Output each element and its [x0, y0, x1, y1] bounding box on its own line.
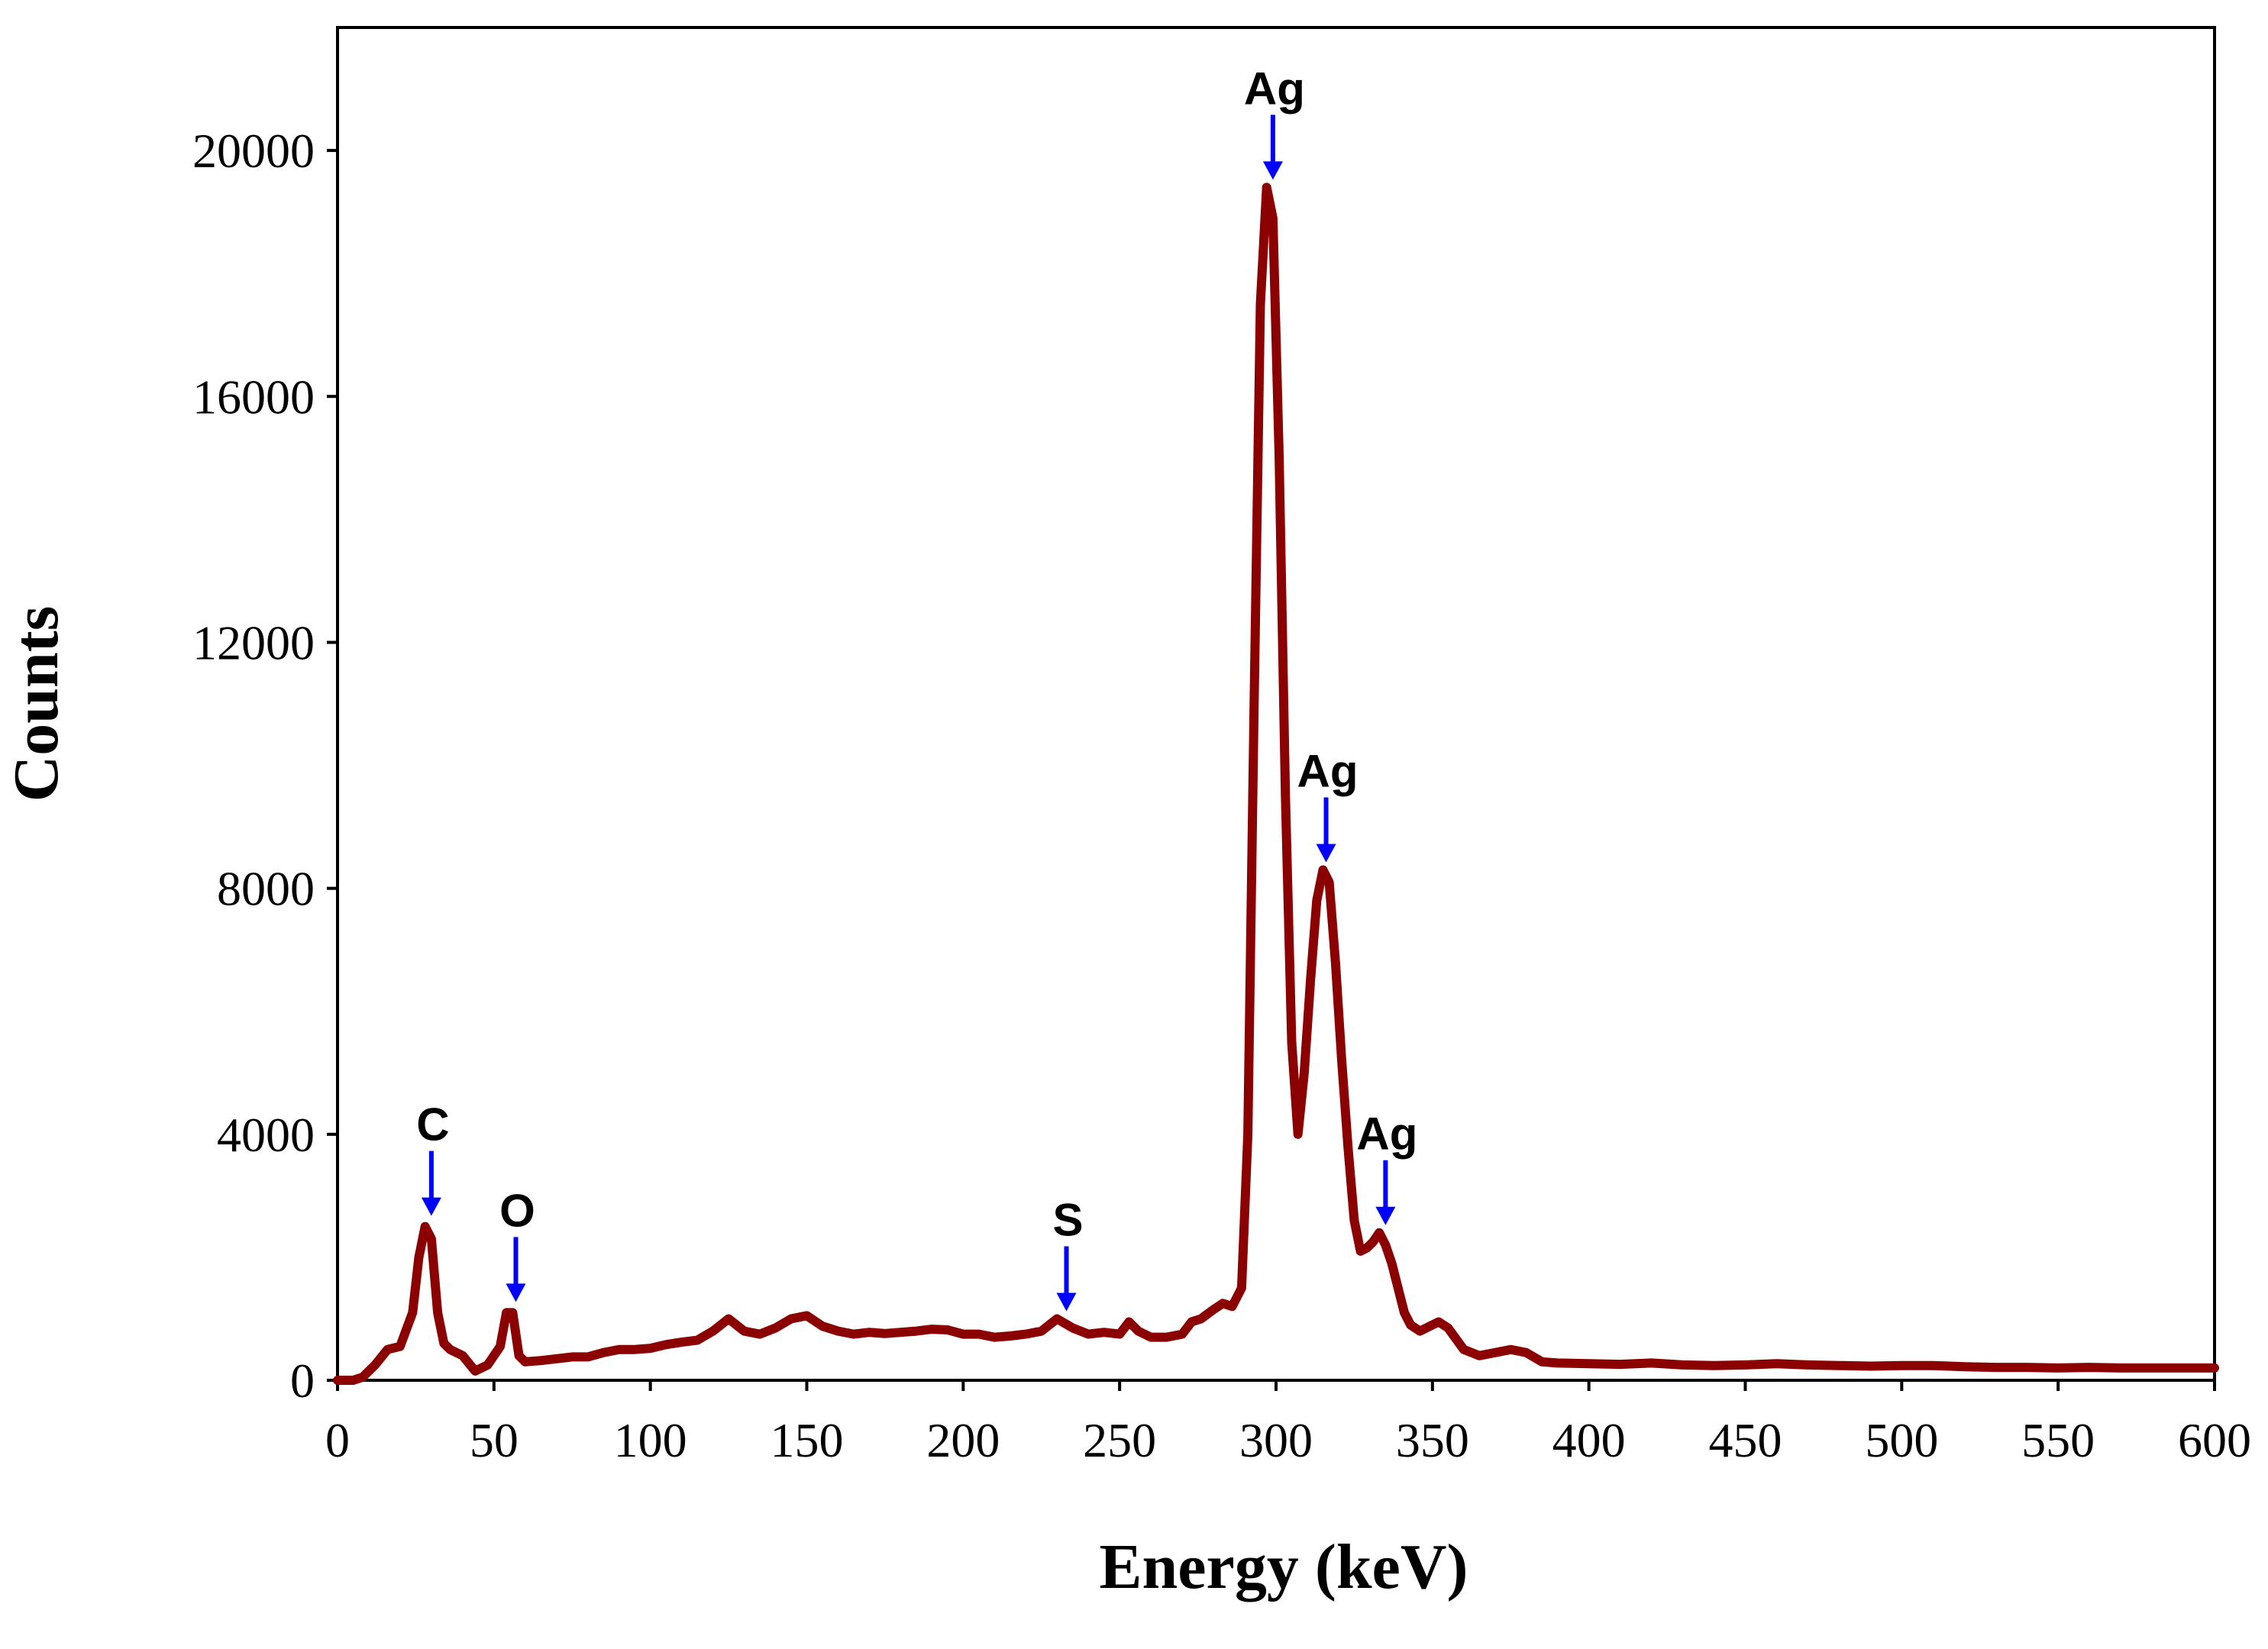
y-tick-label: 20000 [192, 124, 315, 178]
arrow-head [1316, 844, 1336, 863]
y-tick-label: 4000 [217, 1108, 315, 1162]
peak-label: Ag [1356, 1108, 1417, 1160]
x-axis-title: Energy (keV) [1100, 1531, 1468, 1602]
x-axis-ticks: 0 50 100 150 200 250 300 350 400 450 500 550 600 [325, 1380, 2251, 1467]
arrow-head [506, 1283, 526, 1302]
x-tick-label: 100 [614, 1413, 687, 1467]
x-tick-label: 500 [1865, 1413, 1938, 1467]
peak-annotation: S [1053, 1194, 1084, 1312]
x-tick-label: 200 [926, 1413, 1000, 1467]
y-tick-label: 8000 [217, 862, 315, 916]
x-tick-label: 250 [1083, 1413, 1156, 1467]
x-tick-label: 550 [2021, 1413, 2095, 1467]
x-tick-label: 350 [1396, 1413, 1469, 1467]
y-tick-label: 12000 [192, 615, 315, 670]
x-tick-label: 300 [1239, 1413, 1313, 1467]
arrow-head [1056, 1292, 1077, 1312]
x-tick-label: 400 [1552, 1413, 1626, 1467]
y-axis-title: Counts [1, 606, 72, 802]
peak-annotation: Ag [1297, 745, 1359, 863]
x-tick-label: 600 [2178, 1413, 2251, 1467]
peak-label: C [416, 1099, 449, 1150]
arrow-head [421, 1197, 441, 1216]
y-axis-ticks: 0 4000 8000 12000 16000 20000 [192, 124, 338, 1408]
x-tick-label: 50 [470, 1413, 519, 1467]
arrow-head [1262, 161, 1283, 180]
x-tick-label: 150 [771, 1413, 844, 1467]
peak-annotation: O [499, 1185, 535, 1302]
peak-label: Ag [1244, 63, 1305, 114]
spectrum-line [333, 182, 2219, 1385]
arrow-head [1375, 1206, 1396, 1225]
x-tick-label: 0 [325, 1413, 350, 1467]
peak-annotation: Ag [1356, 1108, 1417, 1225]
peak-label: O [499, 1185, 535, 1236]
x-tick-label: 450 [1709, 1413, 1782, 1467]
peak-annotation: Ag [1244, 63, 1305, 180]
y-tick-label: 0 [290, 1354, 315, 1408]
y-tick-label: 16000 [192, 369, 315, 424]
peak-annotation: C [416, 1099, 450, 1216]
series-layer [333, 182, 2219, 1385]
peak-label: Ag [1297, 745, 1359, 796]
peak-label: S [1053, 1194, 1084, 1245]
annotation-layer: CO S Ag Ag Ag [416, 63, 1417, 1312]
